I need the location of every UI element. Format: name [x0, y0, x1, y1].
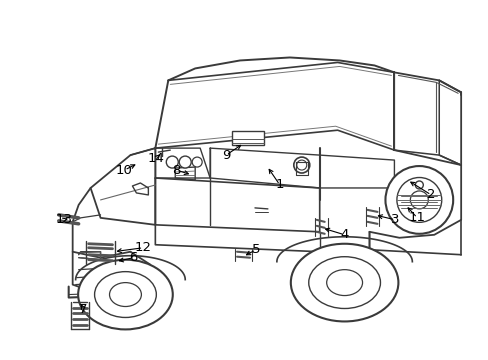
- Text: 2: 2: [426, 188, 435, 202]
- Text: 9: 9: [222, 149, 230, 162]
- Text: 3: 3: [390, 213, 399, 226]
- Text: 4: 4: [340, 228, 348, 241]
- Bar: [232, 131, 264, 145]
- Text: 6: 6: [129, 251, 137, 264]
- Circle shape: [293, 157, 309, 173]
- Text: 13: 13: [55, 213, 72, 226]
- Circle shape: [179, 156, 191, 168]
- Ellipse shape: [385, 166, 452, 234]
- Text: 12: 12: [135, 241, 152, 254]
- Text: 14: 14: [147, 152, 164, 165]
- Circle shape: [192, 157, 202, 167]
- Text: 10: 10: [116, 163, 133, 176]
- Text: 5: 5: [251, 243, 260, 256]
- Ellipse shape: [78, 260, 172, 329]
- Ellipse shape: [109, 283, 141, 306]
- Text: 8: 8: [172, 163, 180, 176]
- Ellipse shape: [326, 270, 362, 296]
- Text: 7: 7: [79, 303, 88, 316]
- Text: 11: 11: [408, 211, 425, 224]
- Ellipse shape: [290, 244, 398, 321]
- Circle shape: [166, 156, 178, 168]
- Text: 1: 1: [275, 179, 284, 192]
